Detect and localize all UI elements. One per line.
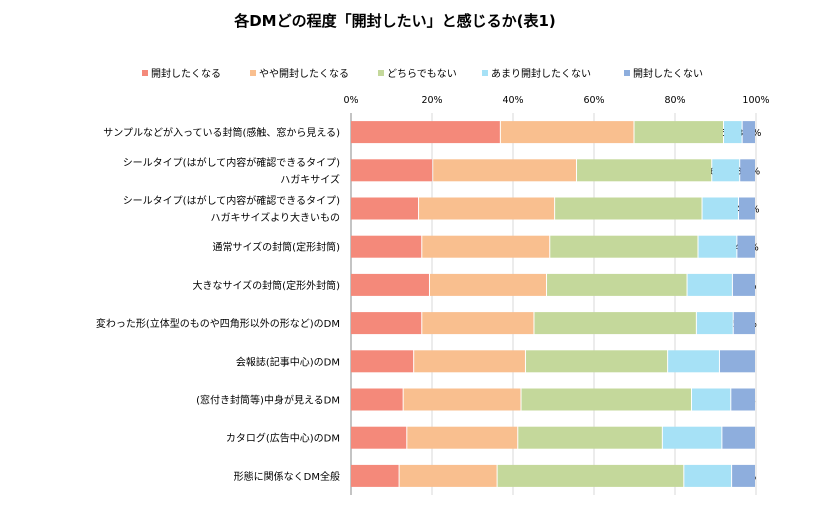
category-label: 変わった形(立体型のものや四角形以外の形など)のDM (96, 317, 340, 330)
bar-segment (692, 388, 731, 411)
x-tick-label: 60% (583, 95, 604, 106)
y-axis-labels: サンプルなどが入っている封筒(感触、窓から見える) シールタイプ(はがして内容が確… (96, 126, 340, 483)
category-label: 通常サイズの封筒(定形封筒) (212, 241, 340, 254)
bar-segment (351, 197, 419, 220)
bar-segment (497, 464, 684, 487)
legend: 開封したくなる やや開封したくなる どちらでもない あまり開封したくない 開封したくない (142, 67, 703, 80)
bar-segment (732, 273, 755, 296)
bar-segment (429, 273, 547, 296)
bar-segment (737, 235, 755, 258)
category-label: (窓付き封筒等)中身が見えるDM (196, 394, 340, 407)
bar-segment (351, 312, 422, 335)
category-label: シールタイプ(はがして内容が確認できるタイプ) (123, 194, 340, 207)
bar-segment (740, 159, 755, 182)
bar-segment (422, 312, 534, 335)
x-tick-label: 0% (343, 95, 358, 106)
bar-segment (687, 273, 732, 296)
bar-segment (668, 350, 719, 373)
legend-swatch-1 (250, 70, 256, 76)
bar-segment (422, 235, 550, 258)
bar-segment (733, 312, 755, 335)
bar-segment (351, 235, 422, 258)
legend-swatch-3 (482, 70, 488, 76)
bar-segment (399, 464, 497, 487)
bar-segment (433, 159, 576, 182)
bar-segment (702, 197, 738, 220)
bar-segment (351, 273, 429, 296)
bar-segment (534, 312, 696, 335)
category-label: 会報誌(記事中心)のDM (236, 355, 340, 368)
legend-swatch-0 (142, 70, 148, 76)
category-label: ハガキサイズ (280, 173, 340, 186)
bar-segment (719, 350, 755, 373)
bar-segment (407, 426, 518, 449)
category-label: 大きなサイズの封筒(定形外封筒) (192, 279, 340, 292)
bar-segment (500, 121, 634, 144)
bar-segment (742, 121, 755, 144)
bar-segment (550, 235, 698, 258)
legend-label-0: 開封したくなる (151, 67, 221, 80)
bar-segment (351, 388, 403, 411)
bar-segment (732, 464, 755, 487)
legend-label-4: 開封したくない (633, 67, 703, 80)
bar-segment (696, 312, 733, 335)
bar-segment (518, 426, 662, 449)
category-label: カタログ(広告中心)のDM (226, 432, 340, 445)
bar-segment (555, 197, 702, 220)
bar-segment (698, 235, 737, 258)
x-tick-label: 20% (421, 95, 442, 106)
bar-segment (351, 350, 414, 373)
bar-segment (525, 350, 668, 373)
legend-swatch-2 (378, 70, 384, 76)
bar-segment (662, 426, 722, 449)
bar-segment (722, 426, 755, 449)
bar-segment (576, 159, 712, 182)
bar-segment (414, 350, 525, 373)
bar-segment (419, 197, 555, 220)
legend-label-3: あまり開封したくない (491, 67, 591, 80)
category-label: サンプルなどが入っている封筒(感触、窓から見える) (103, 126, 340, 139)
bar-segment (403, 388, 521, 411)
bar-segment (351, 464, 399, 487)
x-tick-label: 100% (742, 95, 769, 106)
category-label: ハガキサイズより大きいもの (211, 211, 341, 224)
chart-title: 各DMどの程度「開封したい」と感じるか(表1) (233, 12, 556, 30)
bars: 37.0%33.0%22.1%4.6%3.3%20.3%35.5%33.4%6.… (351, 121, 761, 487)
legend-label-1: やや開封したくなる (259, 67, 349, 80)
bar-segment (351, 159, 433, 182)
bar-segment (634, 121, 724, 144)
bar-segment (351, 121, 500, 144)
bar-segment (712, 159, 740, 182)
category-label: 形態に関係なくDM全般 (234, 470, 340, 483)
bar-segment (738, 197, 755, 220)
bar-segment (521, 388, 692, 411)
bar-segment (724, 121, 742, 144)
bar-segment (684, 464, 732, 487)
bar-segment (547, 273, 687, 296)
x-axis-ticks: 0% 20% 40% 60% 80% 100% (343, 95, 769, 106)
data-label: 4.6% (711, 128, 735, 139)
x-tick-label: 80% (664, 95, 685, 106)
bar-segment (351, 426, 407, 449)
legend-label-2: どちらでもない (387, 68, 457, 80)
x-tick-label: 40% (502, 95, 523, 106)
bar-segment (731, 388, 755, 411)
legend-swatch-4 (624, 70, 630, 76)
category-label: シールタイプ(はがして内容が確認できるタイプ) (123, 156, 340, 169)
